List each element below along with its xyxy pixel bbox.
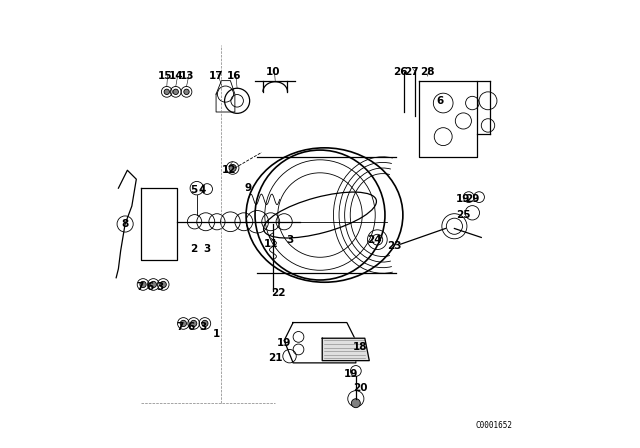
- Circle shape: [202, 320, 208, 327]
- Polygon shape: [323, 338, 369, 361]
- Text: 6: 6: [436, 96, 444, 106]
- Text: 2: 2: [190, 244, 197, 254]
- Text: 18: 18: [353, 342, 367, 352]
- Circle shape: [229, 164, 236, 172]
- Text: 12: 12: [222, 165, 237, 175]
- Text: 24: 24: [367, 235, 382, 245]
- Text: 6: 6: [188, 322, 195, 332]
- Text: 5: 5: [190, 185, 197, 195]
- Text: 22: 22: [271, 289, 286, 298]
- Text: 17: 17: [209, 71, 223, 81]
- Text: 4: 4: [199, 185, 206, 195]
- Text: 28: 28: [420, 67, 435, 77]
- Circle shape: [140, 281, 146, 288]
- Text: 9: 9: [244, 183, 252, 193]
- Text: 19: 19: [277, 338, 291, 348]
- Circle shape: [191, 320, 197, 327]
- Circle shape: [164, 89, 170, 95]
- Text: 21: 21: [268, 353, 282, 363]
- Circle shape: [150, 281, 157, 288]
- Text: 3: 3: [199, 322, 206, 332]
- Text: 16: 16: [227, 71, 241, 81]
- Circle shape: [184, 89, 189, 95]
- Text: 6: 6: [146, 282, 154, 292]
- Text: C0001652: C0001652: [476, 421, 513, 430]
- Text: 15: 15: [158, 71, 173, 81]
- Text: 19: 19: [344, 369, 358, 379]
- Text: 14: 14: [168, 71, 183, 81]
- Text: 25: 25: [456, 210, 470, 220]
- Circle shape: [180, 320, 186, 327]
- Text: 3: 3: [156, 282, 164, 292]
- Text: 3: 3: [204, 244, 211, 254]
- Text: 23: 23: [387, 241, 401, 251]
- Text: 8: 8: [122, 219, 129, 229]
- Text: 29: 29: [465, 194, 479, 204]
- Text: 26: 26: [394, 67, 408, 77]
- Text: 19: 19: [456, 194, 470, 204]
- Text: 11: 11: [264, 239, 278, 249]
- Circle shape: [351, 399, 360, 408]
- Text: 27: 27: [404, 67, 419, 77]
- Circle shape: [173, 89, 179, 95]
- Text: 3: 3: [286, 235, 293, 245]
- Text: 13: 13: [180, 71, 194, 81]
- Text: 20: 20: [353, 383, 367, 392]
- Text: 1: 1: [212, 329, 220, 339]
- Text: 10: 10: [266, 67, 280, 77]
- Circle shape: [160, 281, 166, 288]
- Polygon shape: [284, 323, 356, 363]
- Text: 7: 7: [136, 282, 143, 292]
- Text: 7: 7: [177, 322, 184, 332]
